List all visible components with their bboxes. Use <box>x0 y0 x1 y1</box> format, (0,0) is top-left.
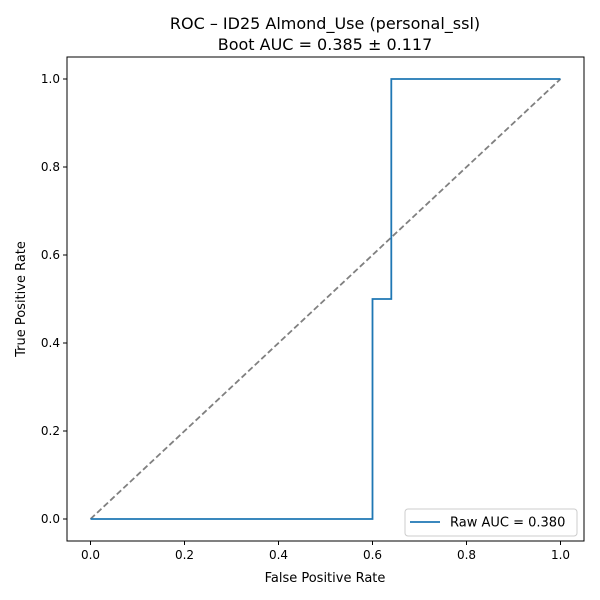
x-tick-label: 0.0 <box>81 548 100 562</box>
y-tick-label: 1.0 <box>41 72 60 86</box>
y-axis-label: True Positive Rate <box>14 241 29 358</box>
x-tick-label: 0.6 <box>363 548 382 562</box>
y-tick-label: 0.4 <box>41 336 60 350</box>
x-axis-ticks: 0.0 0.2 0.4 0.6 0.8 1.0 <box>81 541 570 562</box>
y-tick-label: 0.2 <box>41 424 60 438</box>
x-tick-label: 0.2 <box>175 548 194 562</box>
chart-subtitle: Boot AUC = 0.385 ± 0.117 <box>218 35 433 54</box>
chart-title: ROC – ID25 Almond_Use (personal_ssl) <box>170 14 480 34</box>
legend-box <box>404 508 578 537</box>
plot-marks <box>89 78 562 520</box>
plot-frame <box>66 56 585 542</box>
roc-curve-line <box>90 78 561 520</box>
y-axis-ticks: 0.0 0.2 0.4 0.6 0.8 1.0 <box>41 72 67 526</box>
legend-label-raw-auc: Raw AUC = 0.380 <box>450 516 565 531</box>
x-tick-label: 1.0 <box>551 548 570 562</box>
y-tick-label: 0.6 <box>41 248 60 262</box>
y-tick-label: 0.0 <box>41 512 60 526</box>
x-axis-label: False Positive Rate <box>265 571 386 586</box>
chance-diagonal-line <box>89 78 562 520</box>
x-tick-label: 0.8 <box>457 548 476 562</box>
y-tick-label: 0.8 <box>41 160 60 174</box>
x-tick-label: 0.4 <box>269 548 288 562</box>
legend: Raw AUC = 0.380 <box>404 508 578 537</box>
